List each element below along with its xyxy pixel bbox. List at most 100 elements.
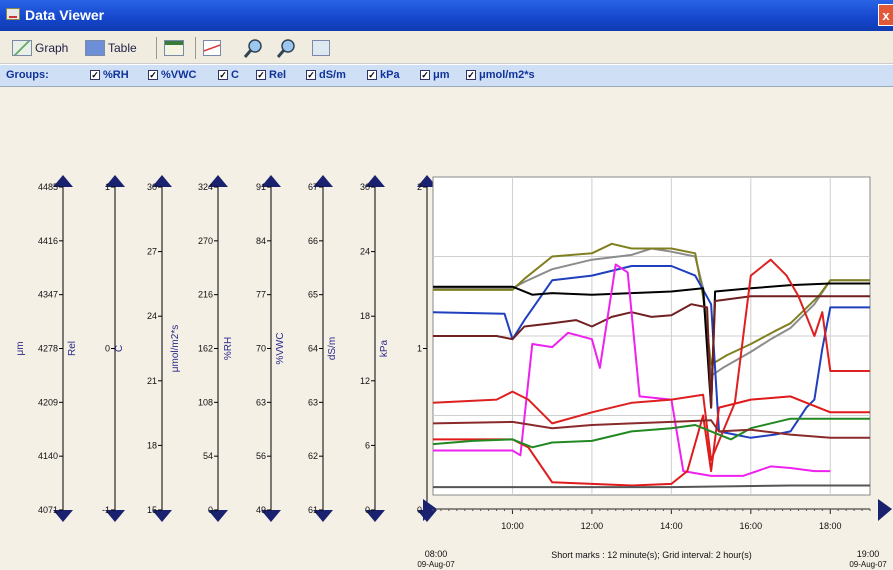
y-tick-label: 4485	[38, 182, 58, 192]
series-line	[432, 258, 870, 461]
chart-red-line-icon	[203, 40, 221, 56]
y-tick-label: 30	[147, 182, 157, 192]
axis-scroll-down-icon[interactable]	[313, 510, 333, 522]
y-axis-label: C	[114, 345, 125, 352]
axis-scroll-up-icon[interactable]	[313, 175, 333, 187]
line-chart-icon	[12, 40, 32, 56]
axis-scroll-down-icon[interactable]	[53, 510, 73, 522]
group-checkbox-vwc[interactable]: ✓ %VWC	[148, 69, 197, 81]
checkbox-checked-icon: ✓	[420, 70, 430, 80]
document-icon	[312, 40, 330, 56]
checkbox-checked-icon: ✓	[306, 70, 316, 80]
y-tick-label: 63	[256, 397, 266, 407]
y-tick-label: 4416	[38, 236, 58, 246]
time-end-date: 09-Aug-07	[849, 560, 887, 569]
y-tick-label: 0	[365, 505, 370, 515]
y-tick-label: 270	[198, 236, 213, 246]
y-tick-label: 4209	[38, 397, 58, 407]
app-icon	[6, 8, 20, 20]
time-tick-label: 12:00	[581, 521, 604, 531]
y-tick-label: 4071	[38, 505, 58, 515]
y-tick-label: 84	[256, 236, 266, 246]
series-line	[433, 282, 870, 409]
axis-scroll-up-icon[interactable]	[152, 175, 172, 187]
y-tick-label: 70	[256, 344, 266, 354]
axis-scroll-down-icon[interactable]	[365, 510, 385, 522]
y-tick-label: 49	[256, 505, 266, 515]
y-tick-label: 91	[256, 182, 266, 192]
checkbox-checked-icon: ✓	[466, 70, 476, 80]
axis-scroll-up-icon[interactable]	[261, 175, 281, 187]
groups-label: Groups:	[6, 69, 49, 81]
y-tick-label: 21	[147, 376, 157, 386]
time-scroll-left-icon[interactable]	[423, 499, 437, 521]
time-tick-label: 18:00	[819, 521, 842, 531]
y-axis-label: dS/m	[327, 337, 338, 360]
time-tick-label: 16:00	[740, 521, 763, 531]
close-button[interactable]: x	[878, 4, 893, 26]
y-tick-label: 61	[308, 505, 318, 515]
y-tick-label: 54	[203, 451, 213, 461]
axis-scroll-up-icon[interactable]	[53, 175, 73, 187]
time-end-label: 19:00	[857, 549, 880, 559]
y-tick-label: 108	[198, 397, 213, 407]
window-settings-icon	[164, 40, 184, 56]
y-tick-label: 67	[308, 182, 318, 192]
title-bar: Data Viewer x	[0, 0, 893, 31]
y-axis-label: kPa	[379, 339, 390, 357]
checkbox-checked-icon: ✓	[148, 70, 158, 80]
y-tick-label: 324	[198, 182, 213, 192]
y-tick-label: 216	[198, 290, 213, 300]
y-tick-label: 62	[308, 451, 318, 461]
axis-scroll-down-icon[interactable]	[152, 510, 172, 522]
toolbar: Graph Table	[0, 31, 893, 64]
group-checkbox-kpa[interactable]: ✓ kPa	[367, 69, 400, 81]
group-checkbox-rel[interactable]: ✓ Rel	[256, 69, 287, 81]
table-view-button[interactable]: Table	[85, 37, 137, 59]
axis-scroll-down-icon[interactable]	[208, 510, 228, 522]
time-tick-label: 14:00	[660, 521, 683, 531]
group-checkbox-dsm[interactable]: ✓ dS/m	[306, 69, 346, 81]
chart-options-button[interactable]	[203, 37, 221, 59]
toolbar-separator	[195, 37, 196, 59]
group-checkbox-c[interactable]: ✓ C	[218, 69, 239, 81]
checkbox-checked-icon: ✓	[90, 70, 100, 80]
y-tick-label: 30	[360, 182, 370, 192]
series-line	[432, 265, 870, 439]
y-tick-label: 27	[147, 247, 157, 257]
axis-scroll-up-icon[interactable]	[105, 175, 125, 187]
zoom-in-button[interactable]	[243, 37, 263, 59]
axis-scroll-down-icon[interactable]	[261, 510, 281, 522]
y-tick-label: 56	[256, 451, 266, 461]
series-line	[433, 484, 870, 489]
table-view-label: Table	[108, 41, 137, 55]
group-checkbox-um[interactable]: ✓ μm	[420, 69, 450, 81]
y-tick-label: -1	[102, 505, 110, 515]
y-tick-label: 2	[417, 182, 422, 192]
graph-view-label: Graph	[35, 41, 69, 55]
axis-scroll-up-icon[interactable]	[208, 175, 228, 187]
y-tick-label: 0	[208, 505, 213, 515]
y-tick-label: 24	[360, 247, 370, 257]
y-tick-label: 6	[365, 440, 370, 450]
y-tick-label: 4278	[38, 344, 58, 354]
zoom-out-button[interactable]	[276, 37, 296, 59]
series-line	[433, 395, 870, 487]
checkbox-checked-icon: ✓	[218, 70, 228, 80]
series-line	[432, 419, 870, 439]
axis-scroll-down-icon[interactable]	[105, 510, 125, 522]
y-tick-label: 18	[360, 311, 370, 321]
y-tick-label: 4140	[38, 451, 58, 461]
toolbar-separator	[156, 37, 157, 59]
time-scroll-right-icon[interactable]	[878, 499, 892, 521]
axis-scroll-up-icon[interactable]	[417, 175, 437, 187]
group-checkbox-umol[interactable]: ✓ μmol/m2*s	[466, 69, 535, 81]
graph-view-button[interactable]: Graph	[12, 37, 68, 59]
settings-button[interactable]	[164, 37, 184, 59]
group-checkbox-rh[interactable]: ✓ %RH	[90, 69, 129, 81]
export-button[interactable]	[312, 37, 330, 59]
series-line	[433, 242, 870, 366]
y-tick-label: 0	[105, 344, 110, 354]
axis-scroll-up-icon[interactable]	[365, 175, 385, 187]
y-tick-label: 64	[308, 344, 318, 354]
